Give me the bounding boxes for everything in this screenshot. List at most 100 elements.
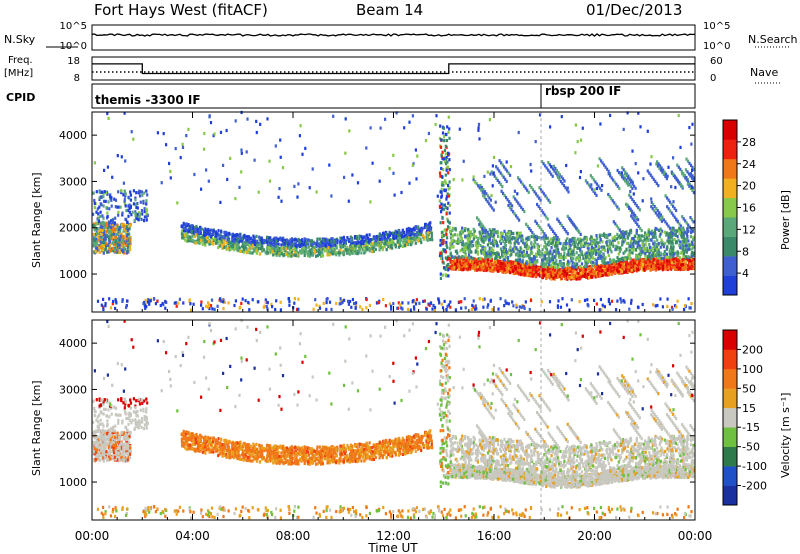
power-echo (195, 233, 198, 237)
power-echo (129, 242, 132, 246)
power-echo (113, 197, 116, 201)
power-echo (561, 263, 564, 267)
power-echo (246, 238, 249, 242)
power-echo (414, 232, 417, 236)
power-echo (372, 249, 375, 253)
power-echo (414, 238, 417, 242)
power-echo (233, 248, 236, 252)
power-echo (650, 229, 653, 233)
power-echo (488, 268, 491, 272)
power-echo (682, 260, 685, 265)
power-echo (378, 248, 381, 252)
power-echo (111, 241, 114, 245)
power-echo (677, 261, 680, 265)
power-echo (322, 238, 325, 242)
power-echo (678, 228, 681, 232)
power-echo (646, 246, 649, 250)
power-echo (356, 241, 359, 245)
power-echo (126, 244, 130, 248)
power-echo (218, 244, 221, 248)
power-echo (327, 238, 330, 242)
power-echo (143, 191, 146, 195)
power-echo (687, 255, 690, 259)
power-echo (344, 244, 347, 248)
power-echo (458, 265, 461, 269)
power-echo (252, 247, 255, 251)
power-echo (600, 245, 603, 249)
power-echo (593, 269, 596, 273)
power-echo (106, 192, 109, 196)
power-echo (672, 256, 675, 260)
power-echo (677, 238, 680, 242)
power-echo (319, 247, 322, 252)
power-echo (586, 252, 590, 256)
power-echo (381, 236, 384, 240)
power-echo (621, 264, 624, 269)
power-echo (468, 243, 471, 248)
power-echo (107, 220, 110, 224)
power-scatter (92, 110, 696, 312)
power-echo (519, 231, 522, 235)
power-echo (591, 256, 594, 260)
power-echo (525, 251, 528, 255)
power-echo (462, 230, 465, 234)
power-echo (205, 228, 208, 232)
power-echo (449, 236, 452, 240)
power-echo (459, 235, 462, 239)
power-echo (649, 238, 653, 242)
power-echo (456, 251, 459, 255)
power-echo (560, 263, 563, 267)
power-echo (667, 233, 670, 237)
power-echo (515, 237, 518, 241)
power-echo (529, 268, 532, 272)
power-echo (514, 261, 517, 265)
power-echo (587, 250, 590, 254)
power-echo (118, 238, 121, 242)
power-echo (479, 243, 482, 247)
power-echo (116, 250, 119, 254)
power-echo (124, 236, 128, 240)
noise-left-label: N.Sky (4, 33, 36, 46)
power-echo (631, 264, 634, 268)
power-echo (390, 240, 393, 244)
power-echo (353, 247, 356, 251)
power-echo (308, 254, 311, 258)
power-echo (549, 237, 552, 241)
power-echo (464, 253, 467, 257)
power-echo (501, 252, 504, 256)
power-echo (280, 243, 283, 247)
power-echo (114, 205, 117, 209)
power-echo (511, 247, 514, 251)
power-echo (245, 235, 248, 239)
power-echo (101, 214, 104, 218)
power-echo (325, 246, 328, 250)
power-echo (262, 248, 265, 252)
power-echo (616, 245, 619, 249)
power-echo (298, 240, 301, 244)
power-echo (402, 230, 406, 234)
power-echo (218, 237, 221, 241)
power-echo (394, 236, 397, 240)
power-echo (333, 243, 336, 247)
power-echo (106, 214, 109, 219)
power-echo (294, 241, 298, 246)
power-echo (681, 248, 685, 252)
power-echo (683, 250, 686, 254)
power-echo (561, 273, 564, 277)
power-echo (569, 275, 572, 280)
power-echo (456, 257, 459, 261)
power-echo (339, 248, 342, 252)
power-echo (637, 242, 640, 246)
power-echo (326, 249, 329, 253)
power-echo (650, 258, 653, 262)
power-echo (654, 266, 657, 270)
power-echo (182, 226, 185, 231)
power-echo (94, 223, 97, 227)
power-echo (591, 269, 595, 273)
power-echo (384, 230, 388, 234)
power-echo (184, 238, 187, 242)
power-echo (111, 247, 114, 251)
power-echo (183, 234, 186, 238)
power-echo (239, 239, 242, 243)
power-echo (607, 253, 610, 258)
